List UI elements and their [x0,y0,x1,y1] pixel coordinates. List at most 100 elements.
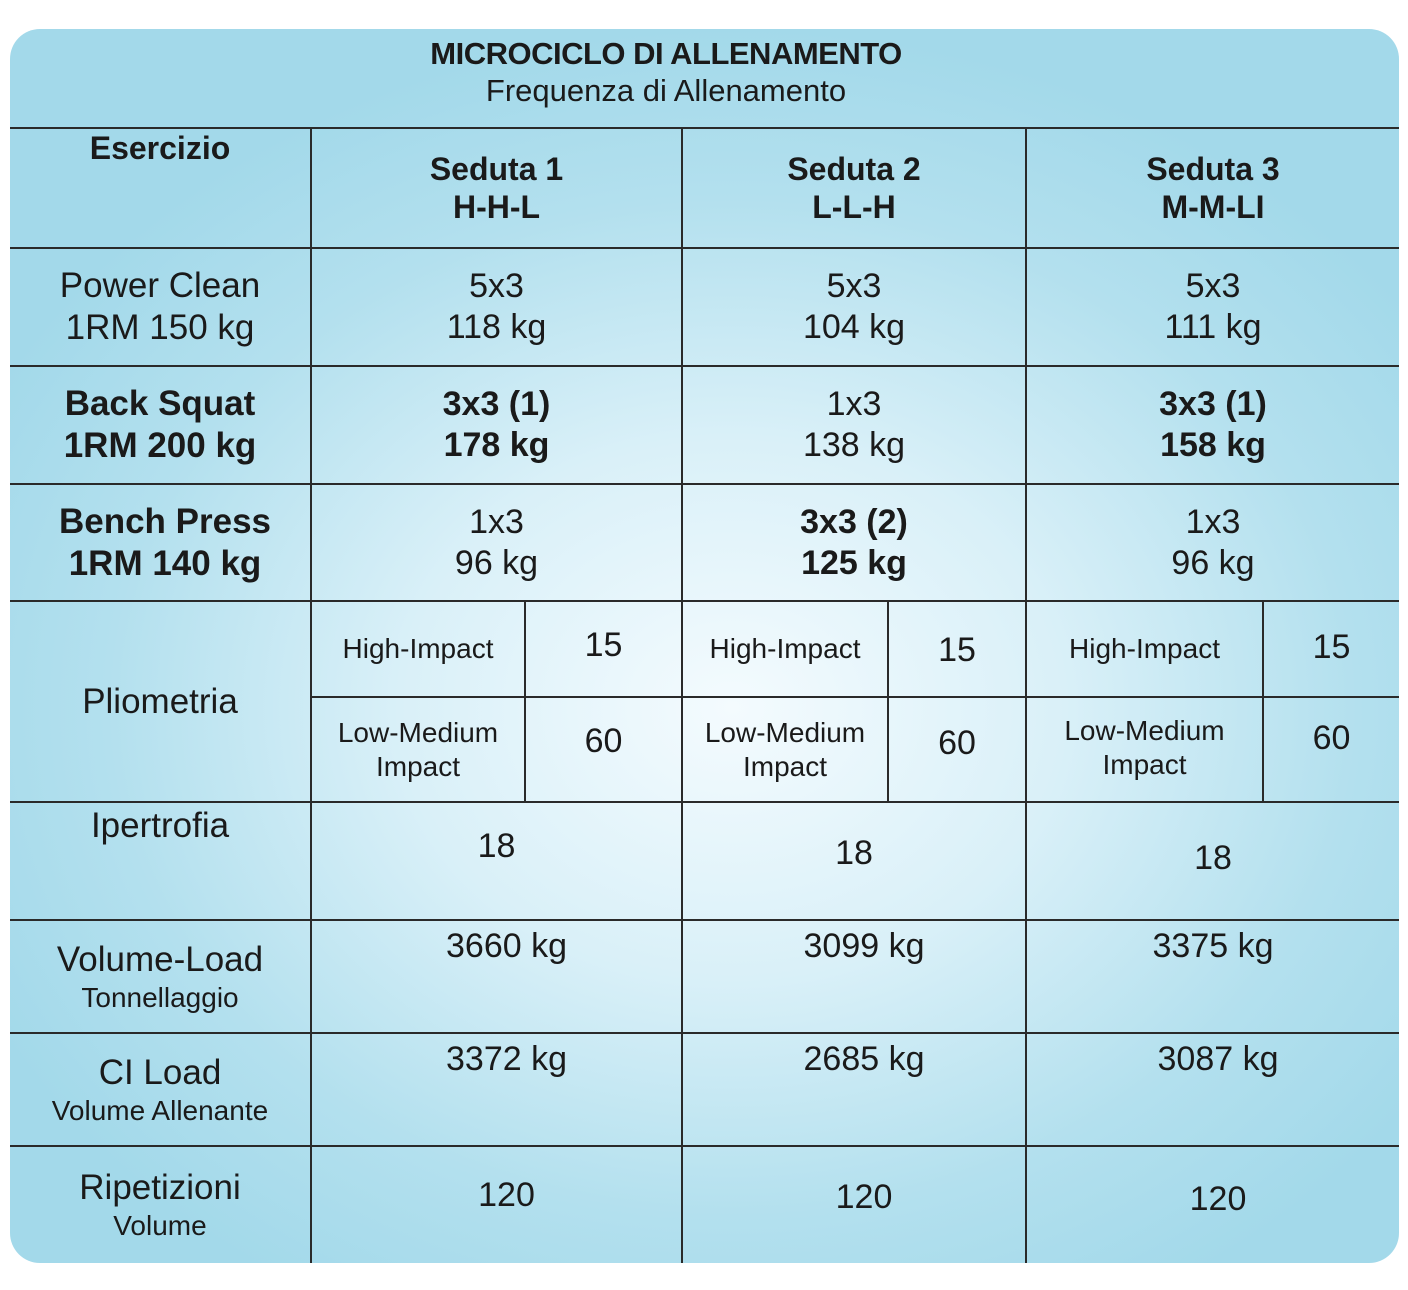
sets: 5x3 [1185,267,1241,306]
grid-line [311,696,1399,698]
impact-value: 60 [584,721,623,760]
impact-label: Low-Medium [1064,714,1225,746]
exercise-rm: 1RM 150 kg [65,308,255,347]
header-exercise-label: Esercizio [89,130,231,166]
sets: 3x3 (2) [800,502,908,541]
exercise-rm: 1RM 140 kg [68,543,262,583]
row-label-back-squat: Back Squat 1RM 200 kg [10,367,310,483]
page-title: MICROCICLO DI ALLENAMENTO [430,36,902,71]
load: 104 kg [802,308,906,346]
grid-line [310,127,312,1263]
value: 2685 kg [803,1039,925,1078]
row-label-bench-press: Bench Press 1RM 140 kg [10,485,320,600]
cell-back-squat-s1: 3x3 (1) 178 kg [312,367,681,483]
training-table-card: MICROCICLO DI ALLENAMENTO Frequenza di A… [10,29,1399,1263]
impact-value: 60 [938,723,976,762]
load: 96 kg [454,543,539,582]
load: 96 kg [1171,543,1255,582]
header-exercise: Esercizio [10,129,310,179]
plio-s3-high-label: High-Impact [1027,602,1262,696]
impact-label: High-Impact [342,633,494,665]
plio-s1-high-label: High-Impact [312,602,524,696]
row-label-power-clean: Power Clean 1RM 150 kg [10,249,310,365]
grid-line [10,127,1399,129]
cell-ripetizioni-s2: 120 [683,1147,1045,1247]
session-name: Seduta 3 [1146,150,1280,187]
impact-label: Impact [742,750,828,782]
cell-power-clean-s3: 5x3 111 kg [1027,249,1399,365]
header-session-3: Seduta 3 M-M-LI [1027,129,1399,247]
exercise-name: Power Clean [59,266,261,305]
cell-ripetizioni-s1: 120 [312,1147,701,1243]
cell-back-squat-s3: 3x3 (1) 158 kg [1027,367,1399,483]
plio-s3-low-label: Low-Medium Impact [1027,698,1262,797]
exercise-name: Back Squat [64,384,256,423]
row-label-volume-load: Volume-Load Tonnellaggio [10,921,310,1032]
impact-label: Impact [1102,748,1187,780]
cell-ipertrofia-s2: 18 [683,803,1025,903]
sets: 1x3 [1185,502,1241,541]
grid-line [1262,600,1264,801]
row-label-ripetizioni: Ripetizioni Volume [10,1147,310,1263]
value: 18 [1194,838,1232,877]
metric-sub: Volume [113,1210,207,1242]
plio-s3-high-value: 15 [1264,602,1399,692]
plio-s2-high-label: High-Impact [683,602,887,696]
grid-line [10,483,1399,485]
value: 120 [1189,1179,1247,1218]
grid-line [887,600,889,801]
value: 3099 kg [803,926,925,965]
session-pattern: H-H-L [452,189,541,225]
grid-line [10,1145,1399,1147]
metric-sub: Volume Allenante [51,1094,269,1126]
cell-bench-press-s2: 3x3 (2) 125 kg [683,485,1025,600]
plio-s2-high-value: 15 [889,602,1025,698]
load: 138 kg [802,426,906,464]
impact-label: Impact [375,750,461,782]
plio-s3-low-value: 60 [1264,698,1399,778]
sets: 3x3 (1) [1159,385,1267,424]
exercise-name: Pliometria [82,681,238,721]
cell-power-clean-s1: 5x3 118 kg [312,249,681,365]
session-name: Seduta 1 [429,150,564,187]
value: 3375 kg [1152,926,1274,965]
session-pattern: M-M-LI [1161,189,1265,225]
sets: 5x3 [469,267,524,306]
plio-s1-low-value: 60 [526,698,681,784]
metric-name: CI Load [98,1052,222,1092]
cell-ci-load-s2: 2685 kg [683,1034,1045,1084]
exercise-name: Bench Press [58,501,272,541]
grid-line [10,1032,1399,1034]
header-session-1: Seduta 1 H-H-L [312,129,681,247]
grid-line [10,247,1399,249]
impact-label: Low-Medium [704,716,866,748]
load: 125 kg [801,543,907,582]
sets: 5x3 [826,267,882,306]
cell-ipertrofia-s3: 18 [1027,803,1399,913]
cell-ripetizioni-s3: 120 [1027,1147,1399,1251]
grid-line [1025,127,1027,1263]
exercise-rm: 1RM 200 kg [63,426,257,465]
grid-line [681,127,683,1263]
row-label-pliometria: Pliometria [10,602,310,801]
value: 3660 kg [446,926,567,965]
load: 158 kg [1160,426,1266,464]
plio-s2-low-value: 60 [889,698,1025,788]
cell-bench-press-s1: 1x3 96 kg [312,485,681,600]
title-block: MICROCICLO DI ALLENAMENTO Frequenza di A… [310,35,1022,127]
load: 118 kg [446,308,547,346]
impact-value: 15 [1312,627,1351,666]
session-pattern: L-L-H [812,189,896,225]
row-label-ipertrofia: Ipertrofia [10,803,310,849]
cell-back-squat-s2: 1x3 138 kg [683,367,1025,483]
sets: 1x3 [826,385,882,424]
sets: 3x3 (1) [442,385,551,424]
impact-label: High-Impact [709,633,861,665]
value: 3087 kg [1157,1039,1279,1078]
load: 178 kg [443,426,550,464]
value: 3372 kg [446,1039,567,1078]
metric-name: Volume-Load [56,939,264,979]
session-name: Seduta 2 [787,150,921,187]
load: 111 kg [1164,308,1262,346]
plio-s1-high-value: 15 [526,602,681,688]
